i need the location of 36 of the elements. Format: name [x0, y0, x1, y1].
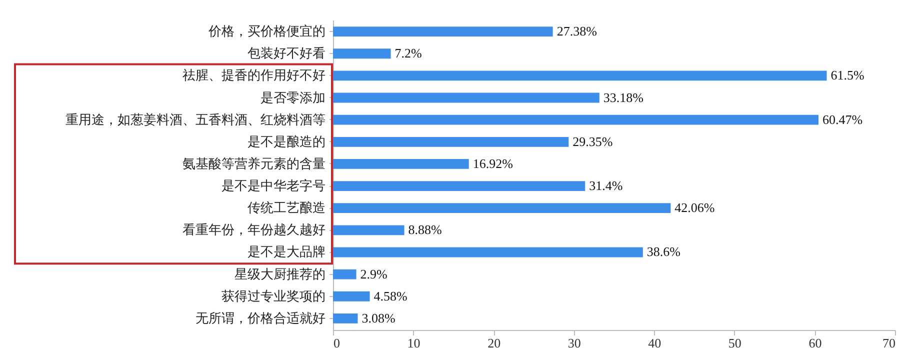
x-tick-label: 40	[648, 336, 662, 350]
data-label: 38.6%	[646, 244, 681, 260]
y-tick-label: 包装好不好看	[248, 46, 326, 61]
y-tick-label: 是不是中华老字号	[222, 178, 326, 194]
data-label: 27.38%	[556, 24, 598, 39]
x-tick-label: 20	[488, 336, 501, 350]
y-tick-label: 是不是酿造的	[248, 134, 326, 149]
data-label: 2.9%	[360, 266, 388, 282]
y-tick-label: 重用途，如葱姜料酒、五香料酒、红烧料酒等	[66, 112, 326, 127]
y-tick-label: 是否零添加	[260, 90, 326, 105]
x-tick-label: 10	[407, 336, 420, 350]
y-tick-label: 传统工艺酿造	[248, 200, 326, 216]
y-tick-label: 氨基酸等营养元素的含量	[182, 156, 326, 171]
data-label: 4.58%	[374, 288, 408, 304]
y-tick-label: 无所谓，价格合适就好	[196, 310, 326, 326]
data-label: 29.35%	[572, 134, 613, 149]
data-label: 3.08%	[362, 310, 396, 326]
data-label: 61.5%	[830, 68, 865, 83]
data-label: 33.18%	[603, 90, 644, 105]
data-label: 60.47%	[822, 112, 863, 127]
data-label: 42.06%	[674, 200, 715, 216]
y-tick-label: 获得过专业奖项的	[222, 288, 326, 304]
x-tick-label: 70	[882, 336, 896, 350]
x-tick-label: 0	[334, 336, 340, 350]
x-tick-label: 30	[568, 336, 581, 350]
data-label: 8.88%	[408, 222, 442, 238]
x-tick-label: 50	[728, 336, 742, 350]
y-tick-label: 是不是大品牌	[248, 244, 326, 260]
y-tick-label: 看重年份，年份越久越好	[182, 222, 326, 238]
data-label: 16.92%	[472, 156, 514, 171]
data-label: 31.4%	[589, 178, 623, 194]
data-label: 7.2%	[394, 46, 422, 61]
y-tick-label: 星级大厨推荐的	[234, 266, 326, 282]
x-tick-label: 60	[808, 336, 822, 350]
y-tick-label: 祛腥、提香的作用好不好	[182, 68, 326, 83]
y-tick-label: 价格，买价格便宜的	[208, 24, 326, 39]
